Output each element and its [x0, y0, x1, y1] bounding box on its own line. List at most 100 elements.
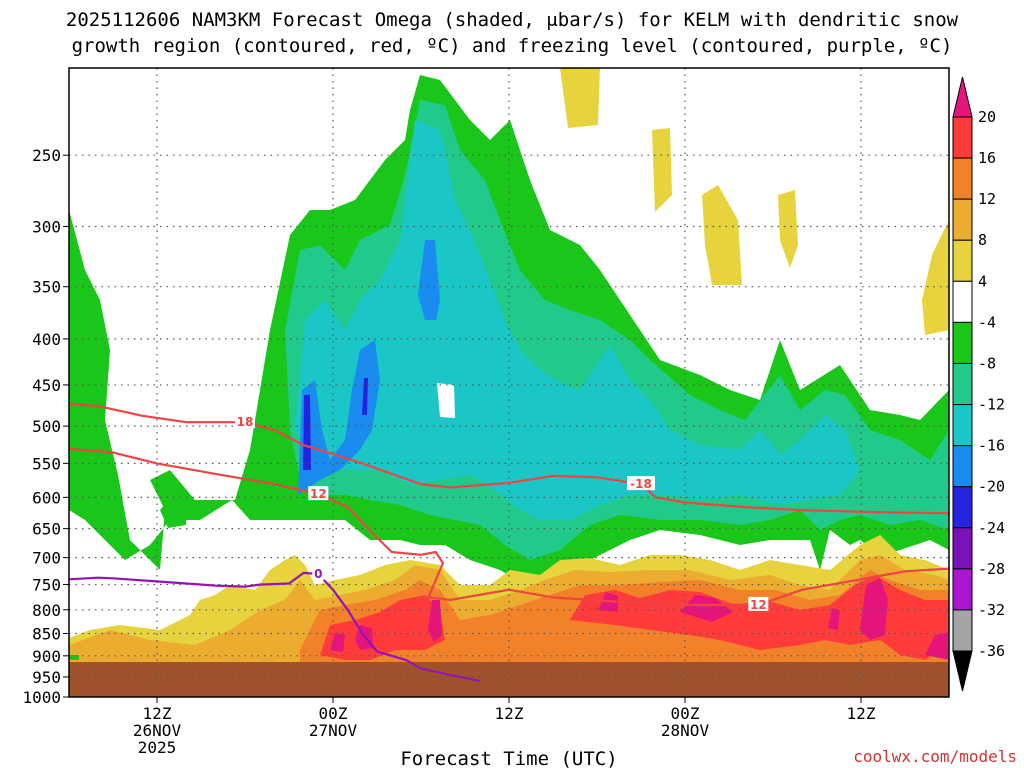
x-tick-label: 12Z	[495, 704, 524, 723]
y-tick-label: 1000	[22, 688, 61, 707]
colorbar-label: 20	[978, 108, 996, 126]
colorbar-swatch	[952, 116, 973, 159]
colorbar-label: -4	[978, 313, 996, 331]
contour-label: 12	[310, 487, 327, 501]
contour-label-bg	[312, 566, 325, 581]
colorbar-swatch	[952, 239, 973, 282]
colorbar-label: -28	[978, 560, 1005, 578]
credit-text: coolwx.com/models	[853, 747, 1017, 766]
contour-label: 12	[750, 598, 767, 612]
colorbar-label: 8	[978, 231, 987, 249]
colorbar-label: -20	[978, 478, 1005, 496]
colorbar-swatch	[952, 527, 973, 570]
colorbar-swatch	[952, 568, 973, 611]
colorbar-swatch	[952, 486, 973, 529]
y-tick-label: 800	[32, 601, 61, 620]
y-tick-label: 300	[32, 217, 61, 236]
omega-region-plus16	[320, 595, 445, 660]
y-tick-label: 700	[32, 549, 61, 568]
chart-title-line-1: 2025112606 NAM3KM Forecast Omega (shaded…	[66, 9, 959, 31]
x-axis-label: Forecast Time (UTC)	[400, 748, 617, 768]
omega-region-upper-b	[652, 128, 672, 212]
omega-region-blip	[69, 655, 79, 660]
y-tick-label: 900	[32, 647, 61, 666]
y-tick-label: 750	[32, 576, 61, 595]
omega-region-plus20-b	[330, 633, 345, 652]
omega-region-plus16-b	[570, 575, 949, 660]
omega-region-plus20-f	[860, 578, 888, 640]
colorbar-swatch	[952, 198, 973, 241]
y-tick-label: 400	[32, 330, 61, 349]
colorbar-label: 12	[978, 190, 996, 208]
contour-freezing-0	[69, 571, 480, 683]
contour-label: 0	[314, 567, 322, 581]
omega-region-plus20-e	[680, 595, 733, 622]
omega-region-minus16-b	[418, 240, 440, 320]
contour-label-bg	[748, 596, 769, 611]
omega-region-plus20	[355, 625, 373, 650]
colorbar-top-arrow	[952, 76, 973, 118]
y-tick-label: 600	[32, 488, 61, 507]
y-tick-label: 450	[32, 376, 61, 395]
colorbar-label: -36	[978, 642, 1005, 660]
x-tick-label: 00Z	[671, 704, 700, 723]
colorbar-swatch	[952, 445, 973, 488]
omega-region-minus12	[295, 120, 860, 520]
y-tick-label: 950	[32, 668, 61, 687]
omega-region-minus4-small	[160, 492, 186, 528]
gridlines	[69, 68, 949, 697]
x-tick-label: 12Z	[143, 704, 172, 723]
chart-title-line-2: growth region (contoured, red, ºC) and f…	[72, 35, 953, 57]
colorbar-label: -8	[978, 354, 996, 372]
y-tick-label: 350	[32, 278, 61, 297]
x-tick-label: 00Z	[319, 704, 348, 723]
colorbar-label: 16	[978, 149, 996, 167]
omega-region-hole	[437, 383, 455, 418]
colorbar-label: -24	[978, 519, 1005, 537]
omega-region-plus20-g	[828, 608, 840, 630]
y-tick-label: 850	[32, 624, 61, 643]
y-tick-label: 500	[32, 417, 61, 436]
omega-region-upper-d	[778, 190, 798, 268]
omega-region-minus20-b	[362, 378, 368, 415]
colorbar-label: -12	[978, 396, 1005, 414]
contour-label-bg	[627, 476, 655, 491]
omega-region-upper-c	[702, 185, 742, 285]
y-axis: 250 300 350 400 450 500 550 600 650 700 750 800 850 9…	[22, 146, 69, 707]
x-tick-label: 26NOV	[133, 721, 182, 740]
x-tick-label: 27NOV	[309, 721, 358, 740]
colorbar-swatch	[952, 280, 973, 323]
omega-region-upper-a	[560, 68, 600, 128]
colorbar-bottom-arrow	[952, 650, 973, 692]
colorbar-swatch	[952, 404, 973, 447]
colorbar: 20 16 12 8 4 -4 -8 -12 -16 -20 -24 -28 -32 -36	[952, 76, 1005, 692]
contour-dgz-18	[69, 402, 949, 515]
contour-labels: 18 -18 12 12 0	[235, 414, 769, 612]
omega-region-plus20-c	[428, 600, 442, 642]
omega-region-minus20	[303, 395, 311, 470]
x-tick-label: 2025	[138, 738, 177, 757]
colorbar-swatch	[952, 321, 973, 364]
colorbar-label: -32	[978, 601, 1005, 619]
omega-region-plus20-h	[925, 632, 949, 660]
y-tick-label: 550	[32, 454, 61, 473]
omega-region-minus16	[298, 340, 380, 495]
x-tick-label: 12Z	[847, 704, 876, 723]
omega-shading	[69, 68, 949, 697]
colorbar-swatch	[952, 362, 973, 406]
contour-label-bg	[235, 414, 255, 429]
y-tick-label: 250	[32, 146, 61, 165]
contour-label-bg	[308, 486, 329, 501]
omega-region-upper-e	[922, 220, 949, 335]
colorbar-label: -16	[978, 437, 1005, 455]
x-tick-label: 28NOV	[661, 721, 710, 740]
contour-label: 18	[237, 415, 254, 429]
colorbar-label: 4	[978, 272, 987, 290]
y-tick-label: 650	[32, 520, 61, 539]
contour-label: -18	[630, 477, 652, 491]
colorbar-swatch	[952, 609, 973, 652]
colorbar-swatch	[952, 157, 973, 200]
omega-region-plus4-b	[168, 620, 195, 650]
